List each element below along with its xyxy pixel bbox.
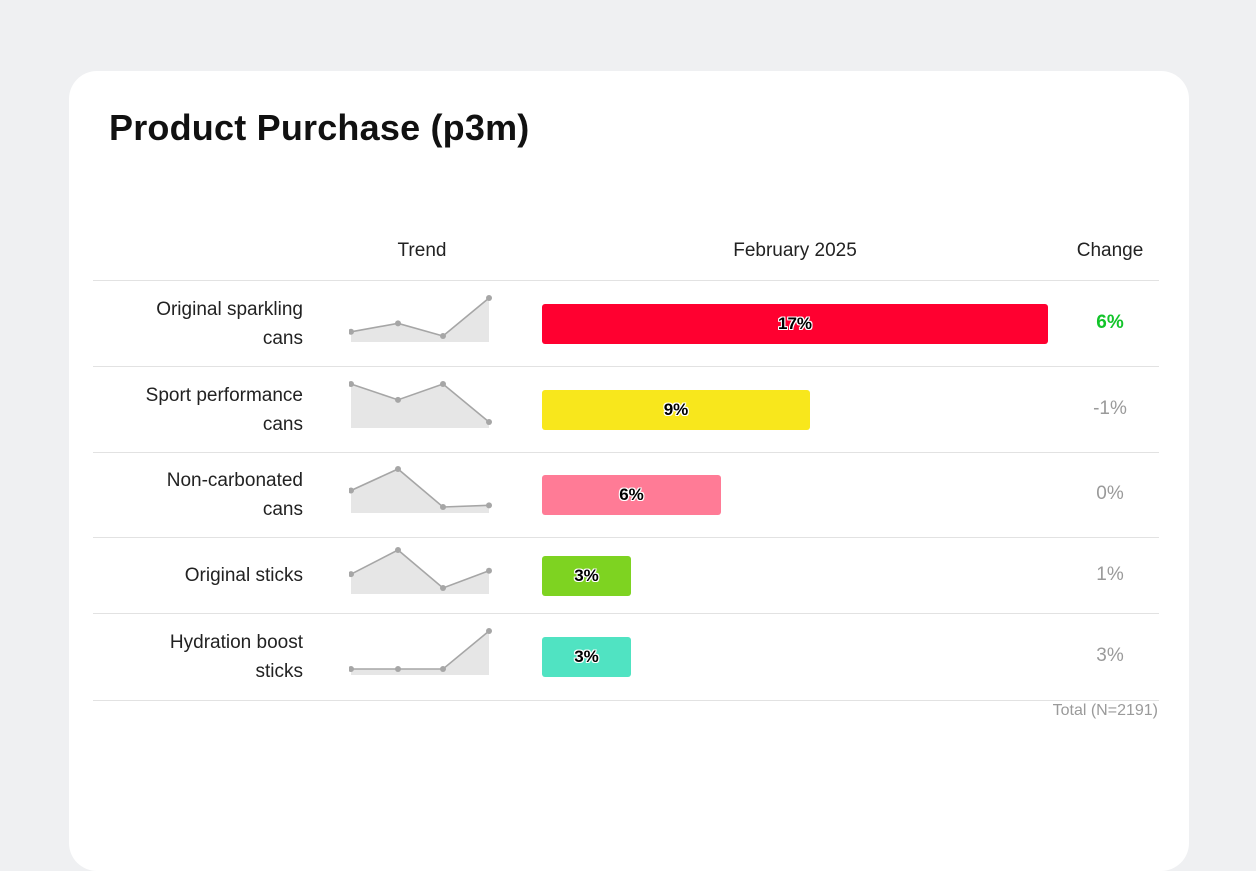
sparkline-point: [486, 418, 492, 425]
row-divider: [93, 537, 1159, 538]
change-value: -1%: [1093, 397, 1127, 419]
sparkline-point: [395, 396, 401, 403]
sparkline-point: [486, 501, 492, 508]
sparkline-point: [349, 380, 354, 387]
sparkline-point: [440, 380, 446, 387]
sparkline-point: [395, 546, 401, 553]
sparkline-line: [350, 382, 490, 423]
table-row: Non-carbonated cans 6% 0%: [69, 452, 1189, 537]
sparkline-point: [349, 486, 354, 493]
row-label: Non-carbonated cans: [166, 469, 303, 520]
sparkline-point: [440, 666, 446, 672]
bar-value-label: 9%: [663, 399, 689, 419]
table-row: Original sticks 3% 1%: [69, 538, 1189, 613]
row-divider: [93, 700, 1159, 701]
sparkline-point: [395, 666, 401, 672]
sparkline-point: [395, 319, 401, 326]
row-divider: [93, 452, 1159, 453]
bar-value-label: 6%: [619, 484, 644, 504]
row-label: Hydration boost sticks: [169, 632, 303, 682]
sparkline-area: [351, 468, 489, 513]
sparkline-area: [351, 383, 489, 428]
value-bar: 3%: [542, 637, 631, 677]
value-bar: 3%: [542, 555, 631, 596]
sparkline-line: [350, 548, 490, 589]
table-row: Original sparkling cans 17% 6%: [69, 281, 1189, 366]
trend-sparkline: [349, 628, 492, 675]
trend-sparkline: [349, 294, 492, 342]
sparkline-point: [440, 332, 446, 339]
sparkline-line: [350, 467, 490, 508]
sparkline-point: [440, 584, 446, 591]
sparkline-point: [349, 328, 354, 335]
change-value: 0%: [1096, 482, 1124, 504]
row-divider: [93, 613, 1159, 614]
sparkline-area: [351, 549, 489, 594]
table-row: Sport performance cans 9% -1%: [69, 367, 1189, 452]
row-label: Sport performance cans: [145, 384, 303, 435]
value-bar: 17%: [542, 303, 1048, 344]
bar-value-label: 3%: [574, 647, 599, 666]
total-sample-size: Total (N=2191): [1052, 702, 1158, 719]
change-value: 1%: [1096, 563, 1124, 585]
sparkline-point: [395, 465, 401, 472]
sparkline-area: [351, 297, 489, 342]
trend-sparkline: [349, 380, 492, 428]
sparkline-point: [440, 503, 446, 510]
bar-value-label: 3%: [574, 565, 599, 585]
period-column-header: February 2025: [733, 240, 857, 261]
sparkline-line: [351, 630, 490, 670]
row-divider: [93, 366, 1159, 367]
row-label: Original sticks: [184, 565, 303, 586]
bar-value-label: 17%: [777, 313, 813, 333]
change-column-header: Change: [1076, 240, 1144, 261]
trend-sparkline: [349, 465, 492, 513]
sparkline-line: [350, 296, 490, 337]
change-value: 6%: [1096, 311, 1124, 333]
sparkline-point: [349, 666, 354, 672]
trend-column-header: Trend: [397, 240, 447, 261]
change-value: 3%: [1096, 645, 1124, 666]
row-label: Original sparkling cans: [156, 298, 303, 349]
chart-card: Product Purchase (p3m) Trend February 20…: [69, 71, 1189, 871]
sparkline-point: [486, 567, 492, 574]
trend-sparkline: [349, 546, 492, 594]
value-bar: 9%: [542, 389, 810, 430]
value-bar: 6%: [542, 474, 721, 515]
sparkline-area: [351, 631, 489, 675]
sparkline-point: [486, 628, 492, 634]
sparkline-point: [486, 294, 492, 301]
chart-title: Product Purchase (p3m): [109, 107, 530, 148]
sparkline-point: [349, 570, 354, 577]
table-row: Hydration boost sticks 3% 3%: [69, 614, 1189, 700]
header-divider: [93, 280, 1159, 281]
